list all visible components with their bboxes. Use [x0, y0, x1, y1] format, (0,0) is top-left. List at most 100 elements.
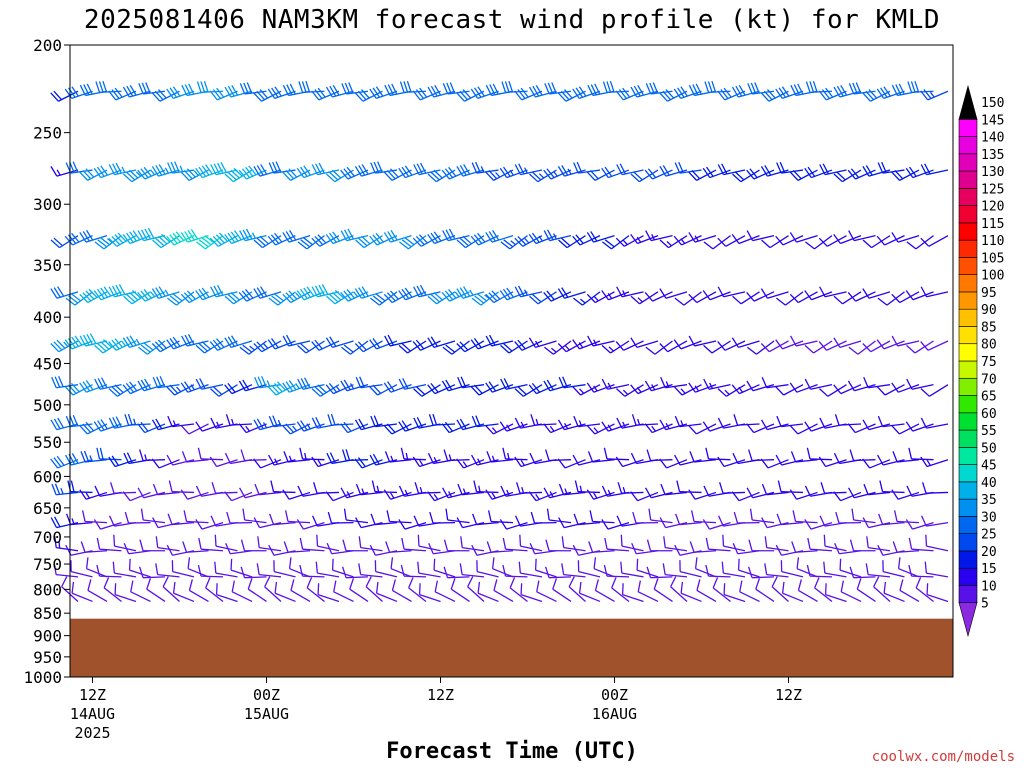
y-tick-label: 600	[33, 467, 62, 486]
barb-full	[317, 535, 318, 546]
colorbar-swatch	[959, 119, 977, 136]
colorbar-label: 20	[981, 545, 997, 560]
colorbar-label: 140	[981, 131, 1004, 146]
x-tick-label: 12Z	[775, 686, 802, 704]
barb-staff	[549, 577, 571, 578]
colorbar-label: 30	[981, 510, 997, 525]
colorbar-label: 25	[981, 528, 997, 543]
barb-full	[418, 535, 419, 546]
barb-staff	[506, 576, 528, 577]
barb-half	[61, 488, 63, 494]
colorbar-label: 135	[981, 148, 1004, 163]
barb-staff	[752, 577, 774, 578]
colorbar-label: 105	[981, 251, 1004, 266]
barb-staff	[709, 576, 731, 577]
colorbar-label: 50	[981, 441, 997, 456]
barb-full	[217, 583, 218, 594]
colorbar-swatch	[959, 206, 977, 223]
barb-staff	[810, 576, 832, 577]
x-tick-year: 2025	[74, 724, 110, 742]
barb-staff	[607, 576, 629, 577]
colorbar-swatch	[959, 378, 977, 395]
y-tick-label: 400	[33, 308, 62, 327]
colorbar-swatch	[959, 499, 977, 516]
colorbar-swatch	[959, 86, 977, 119]
barb-full	[51, 166, 57, 176]
colorbar-swatch	[959, 447, 977, 464]
chart-title: 2025081406 NAM3KM forecast wind profile …	[84, 5, 940, 35]
barb-staff	[926, 492, 948, 493]
colorbar-swatch	[959, 396, 977, 413]
colorbar-label: 120	[981, 200, 1004, 215]
colorbar-label: 80	[981, 338, 997, 353]
barb-full	[521, 583, 522, 594]
y-tick-label: 300	[33, 195, 62, 214]
x-tick-label: 12Z	[427, 686, 454, 704]
colorbar-swatch	[959, 568, 977, 585]
colorbar-swatch	[959, 534, 977, 551]
colorbar-swatch	[959, 482, 977, 499]
colorbar-swatch	[959, 309, 977, 326]
y-tick-label: 900	[33, 627, 62, 646]
colorbar-label: 55	[981, 424, 997, 439]
y-tick-label: 550	[33, 433, 62, 452]
colorbar-label: 100	[981, 269, 1004, 284]
colorbar-swatch	[959, 171, 977, 188]
colorbar-label: 45	[981, 459, 997, 474]
x-tick-date: 16AUG	[592, 705, 637, 723]
barb-staff	[404, 576, 426, 577]
y-tick-label: 950	[33, 648, 62, 667]
y-tick-label: 450	[33, 354, 62, 373]
barb-half	[57, 170, 60, 175]
colorbar-swatch	[959, 413, 977, 430]
barb-full	[130, 559, 131, 570]
y-tick-label: 800	[33, 580, 62, 599]
colorbar-swatch	[959, 361, 977, 378]
ground-fill	[70, 619, 953, 677]
x-tick-date: 14AUG	[70, 705, 115, 723]
barb-full	[215, 535, 216, 546]
colorbar-swatch	[959, 551, 977, 568]
barb-staff	[346, 577, 368, 578]
colorbar-swatch	[959, 430, 977, 447]
barb-staff	[201, 576, 223, 577]
barb-full	[520, 535, 521, 546]
y-tick-label: 850	[33, 604, 62, 623]
barb-full	[724, 583, 725, 594]
colorbar-label: 90	[981, 303, 997, 318]
colorbar-swatch	[959, 223, 977, 240]
colorbar-label: 110	[981, 234, 1004, 249]
barb-full	[637, 559, 638, 570]
colorbar-label: 10	[981, 579, 997, 594]
barb-full	[621, 535, 622, 546]
barb-full	[927, 583, 928, 594]
barb-staff	[143, 577, 165, 578]
colorbar-label: 60	[981, 407, 997, 422]
colorbar-label: 125	[981, 182, 1004, 197]
barb-staff	[448, 577, 470, 578]
barb-full	[926, 535, 927, 546]
colorbar-swatch	[959, 585, 977, 602]
y-tick-label: 700	[33, 528, 62, 547]
colorbar-swatch	[959, 188, 977, 205]
y-tick-label: 350	[33, 256, 62, 275]
colorbar-label: 70	[981, 372, 997, 387]
barb-full	[623, 583, 624, 594]
colorbar-label: 40	[981, 476, 997, 491]
barb-full	[739, 559, 740, 570]
x-tick-label: 12Z	[79, 686, 106, 704]
barb-full	[434, 559, 435, 570]
colorbar-swatch	[959, 275, 977, 292]
colorbar-label: 130	[981, 165, 1004, 180]
barb-full	[231, 559, 232, 570]
barb-full	[824, 535, 825, 546]
colorbar-label: 150	[981, 96, 1004, 111]
barb-full	[420, 583, 421, 594]
barb-full	[840, 559, 841, 570]
y-tick-label: 650	[33, 499, 62, 518]
barb-full	[723, 535, 724, 546]
barb-staff	[854, 577, 876, 578]
barb-full	[114, 535, 115, 546]
